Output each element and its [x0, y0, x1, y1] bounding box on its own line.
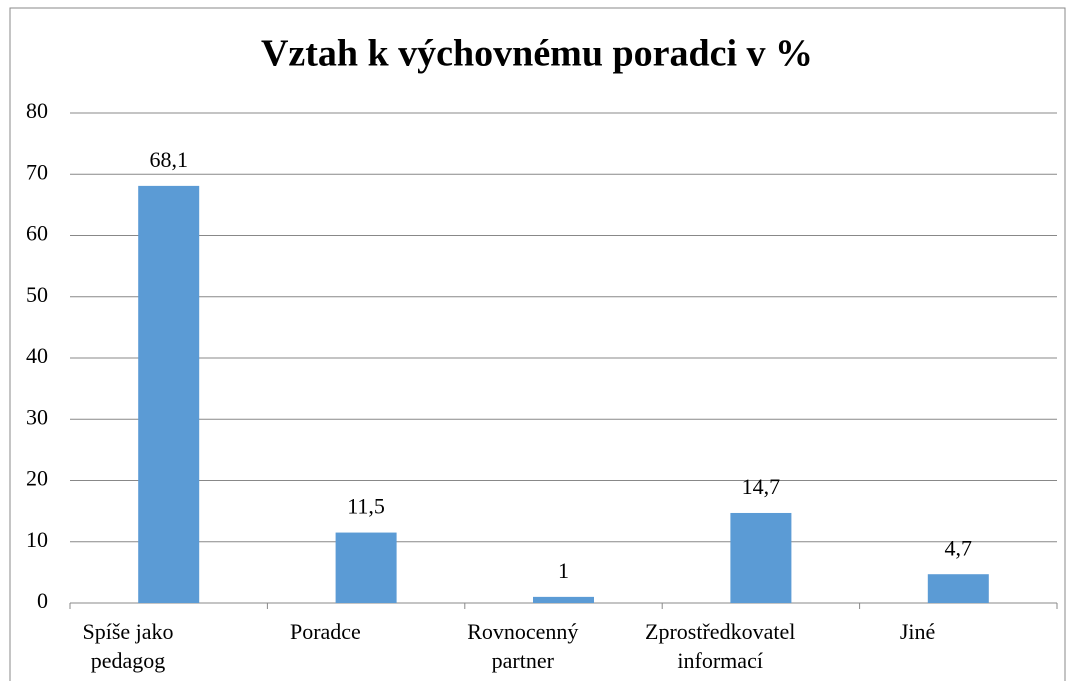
- value-label: 14,7: [742, 474, 781, 499]
- y-tick-label: 50: [26, 282, 48, 307]
- x-tick-label: Spíše jako pedagog: [82, 619, 173, 673]
- x-tick-label: Zprostředkovatel informací: [645, 619, 795, 673]
- y-tick-label: 80: [26, 98, 48, 123]
- y-tick-label: 0: [37, 588, 48, 613]
- bar: [533, 596, 594, 603]
- bar: [927, 574, 989, 603]
- bar: [730, 512, 792, 603]
- value-label: 68,1: [149, 147, 188, 172]
- x-tick-label: Jiné: [900, 619, 935, 644]
- y-tick-label: 10: [26, 527, 48, 552]
- y-tick-label: 40: [26, 343, 48, 368]
- chart-title: Vztah k výchovnému poradci v %: [261, 33, 813, 75]
- value-label: 4,7: [945, 535, 973, 560]
- value-label: 11,5: [347, 494, 385, 519]
- y-tick-label: 20: [26, 466, 48, 491]
- bar: [335, 532, 397, 603]
- y-tick-label: 30: [26, 404, 48, 429]
- y-tick-label: 60: [26, 221, 48, 246]
- chart-frame: [9, 7, 1066, 681]
- x-tick-label: Rovnocenný partner: [467, 619, 578, 673]
- y-tick-label: 70: [26, 159, 48, 184]
- value-label: 1: [558, 558, 569, 583]
- x-tick-label: Poradce: [290, 619, 361, 644]
- bar: [138, 185, 200, 603]
